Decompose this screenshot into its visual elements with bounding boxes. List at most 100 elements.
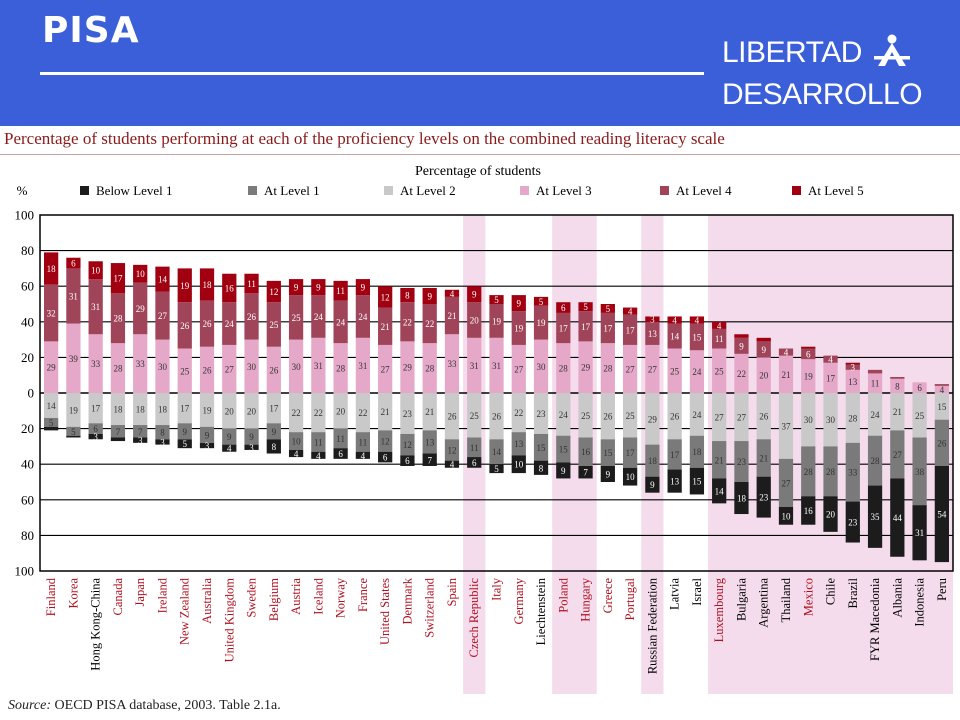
data-label: 13 xyxy=(648,329,658,339)
data-label: 22 xyxy=(358,408,367,418)
legend-entry: At Level 4 xyxy=(676,183,732,198)
bar-segment xyxy=(199,426,215,443)
bar-segment xyxy=(734,353,749,393)
data-label: 5 xyxy=(539,297,544,307)
data-label: 5 xyxy=(583,302,588,312)
data-label: 9 xyxy=(316,283,321,293)
bar-segment xyxy=(756,476,771,518)
bar-segment xyxy=(467,337,482,393)
bar-segment xyxy=(890,478,905,557)
bar-segment xyxy=(645,476,660,493)
logo-word-desarrollo: DESARROLLO xyxy=(722,78,923,111)
bar-segment xyxy=(422,393,437,431)
bar-segment xyxy=(600,304,615,313)
source-label: Source: xyxy=(8,698,52,713)
bar-segment xyxy=(444,439,460,461)
bar-segment xyxy=(133,334,148,393)
y-tick-label: 0 xyxy=(28,386,35,401)
data-label: 9 xyxy=(182,427,187,437)
bar-segment xyxy=(110,343,126,393)
bar-segment xyxy=(333,300,348,344)
bar-segment xyxy=(489,337,504,393)
data-label: 21 xyxy=(759,453,768,463)
data-label: 24 xyxy=(559,410,569,420)
bar-segment xyxy=(222,302,237,345)
bar-segment xyxy=(801,348,816,360)
bar-segment xyxy=(689,316,705,324)
data-label: 5 xyxy=(494,295,499,305)
bar-segment xyxy=(288,393,304,433)
bar-segment xyxy=(867,435,883,486)
data-label: 7 xyxy=(427,455,432,465)
data-label: 5 xyxy=(49,418,54,428)
bar-segment xyxy=(823,355,838,363)
source-text: OECD PISA database, 2003. Table 2.1a. xyxy=(54,698,281,713)
bar-segment xyxy=(355,451,371,459)
data-label: 17 xyxy=(113,274,123,284)
bar-segment xyxy=(88,261,103,280)
bar-segment xyxy=(88,393,103,424)
bar-segment xyxy=(355,393,371,433)
bar-segment xyxy=(133,393,148,426)
bar-segment xyxy=(44,417,59,427)
bar-segment xyxy=(867,369,883,374)
chart-title: Percentage of students performing at eac… xyxy=(4,129,725,148)
y-axis-title: Percentage of students xyxy=(415,164,541,179)
data-label: 11 xyxy=(336,286,345,296)
bar-segment xyxy=(311,451,326,459)
data-label: 29 xyxy=(648,414,658,424)
bar-segment xyxy=(912,505,927,561)
data-label: 6 xyxy=(93,424,98,434)
data-label: 6 xyxy=(472,458,477,468)
data-label: 31 xyxy=(358,361,367,371)
bar-segment xyxy=(622,344,638,393)
bar-segment xyxy=(556,312,571,344)
bar-segment xyxy=(778,506,794,525)
data-label: 23 xyxy=(737,457,747,467)
bar-segment xyxy=(311,279,326,296)
bar-segment xyxy=(66,393,81,427)
data-label: 7 xyxy=(116,427,121,437)
bar-segment xyxy=(890,393,905,431)
bar-segment xyxy=(222,344,237,393)
bar-segment xyxy=(222,428,237,445)
bar-segment xyxy=(778,458,794,507)
bar-segment xyxy=(422,430,437,454)
category-label: United States xyxy=(378,578,392,645)
bar-segment xyxy=(378,451,393,463)
data-label: 10 xyxy=(626,472,636,482)
y-tick-label: 80 xyxy=(21,243,34,258)
category-label: Brazil xyxy=(846,577,860,608)
data-label: 28 xyxy=(113,314,123,324)
data-label: 14 xyxy=(47,401,57,411)
data-label: 15 xyxy=(559,445,569,455)
bar-segment xyxy=(110,293,126,344)
bar-segment xyxy=(867,485,883,548)
data-label: 24 xyxy=(314,312,324,322)
data-label: 24 xyxy=(692,367,702,377)
bar-segment xyxy=(645,316,660,322)
bar-segment xyxy=(66,435,81,438)
data-label: 26 xyxy=(180,321,190,331)
category-label: Liechtenstein xyxy=(534,577,548,645)
bar-segment xyxy=(934,385,949,393)
category-label: Israel xyxy=(690,577,704,605)
data-label: 19 xyxy=(203,405,213,415)
data-label: 18 xyxy=(737,494,747,504)
bar-segment xyxy=(934,384,949,386)
data-label: 30 xyxy=(804,415,814,425)
data-label: 29 xyxy=(403,363,413,373)
data-label: 30 xyxy=(826,415,836,425)
category-label: Sweden xyxy=(245,577,259,617)
data-label: 25 xyxy=(626,411,636,421)
bar-segment xyxy=(266,393,281,424)
bar-segment xyxy=(422,343,437,393)
bar-segment xyxy=(600,465,615,482)
title-separator xyxy=(0,154,960,155)
data-label: 11 xyxy=(336,434,345,444)
data-label: 25 xyxy=(180,366,190,376)
bar-segment xyxy=(489,439,504,465)
bar-segment xyxy=(266,302,281,347)
data-label: 26 xyxy=(603,412,613,422)
data-label: 28 xyxy=(425,364,435,374)
